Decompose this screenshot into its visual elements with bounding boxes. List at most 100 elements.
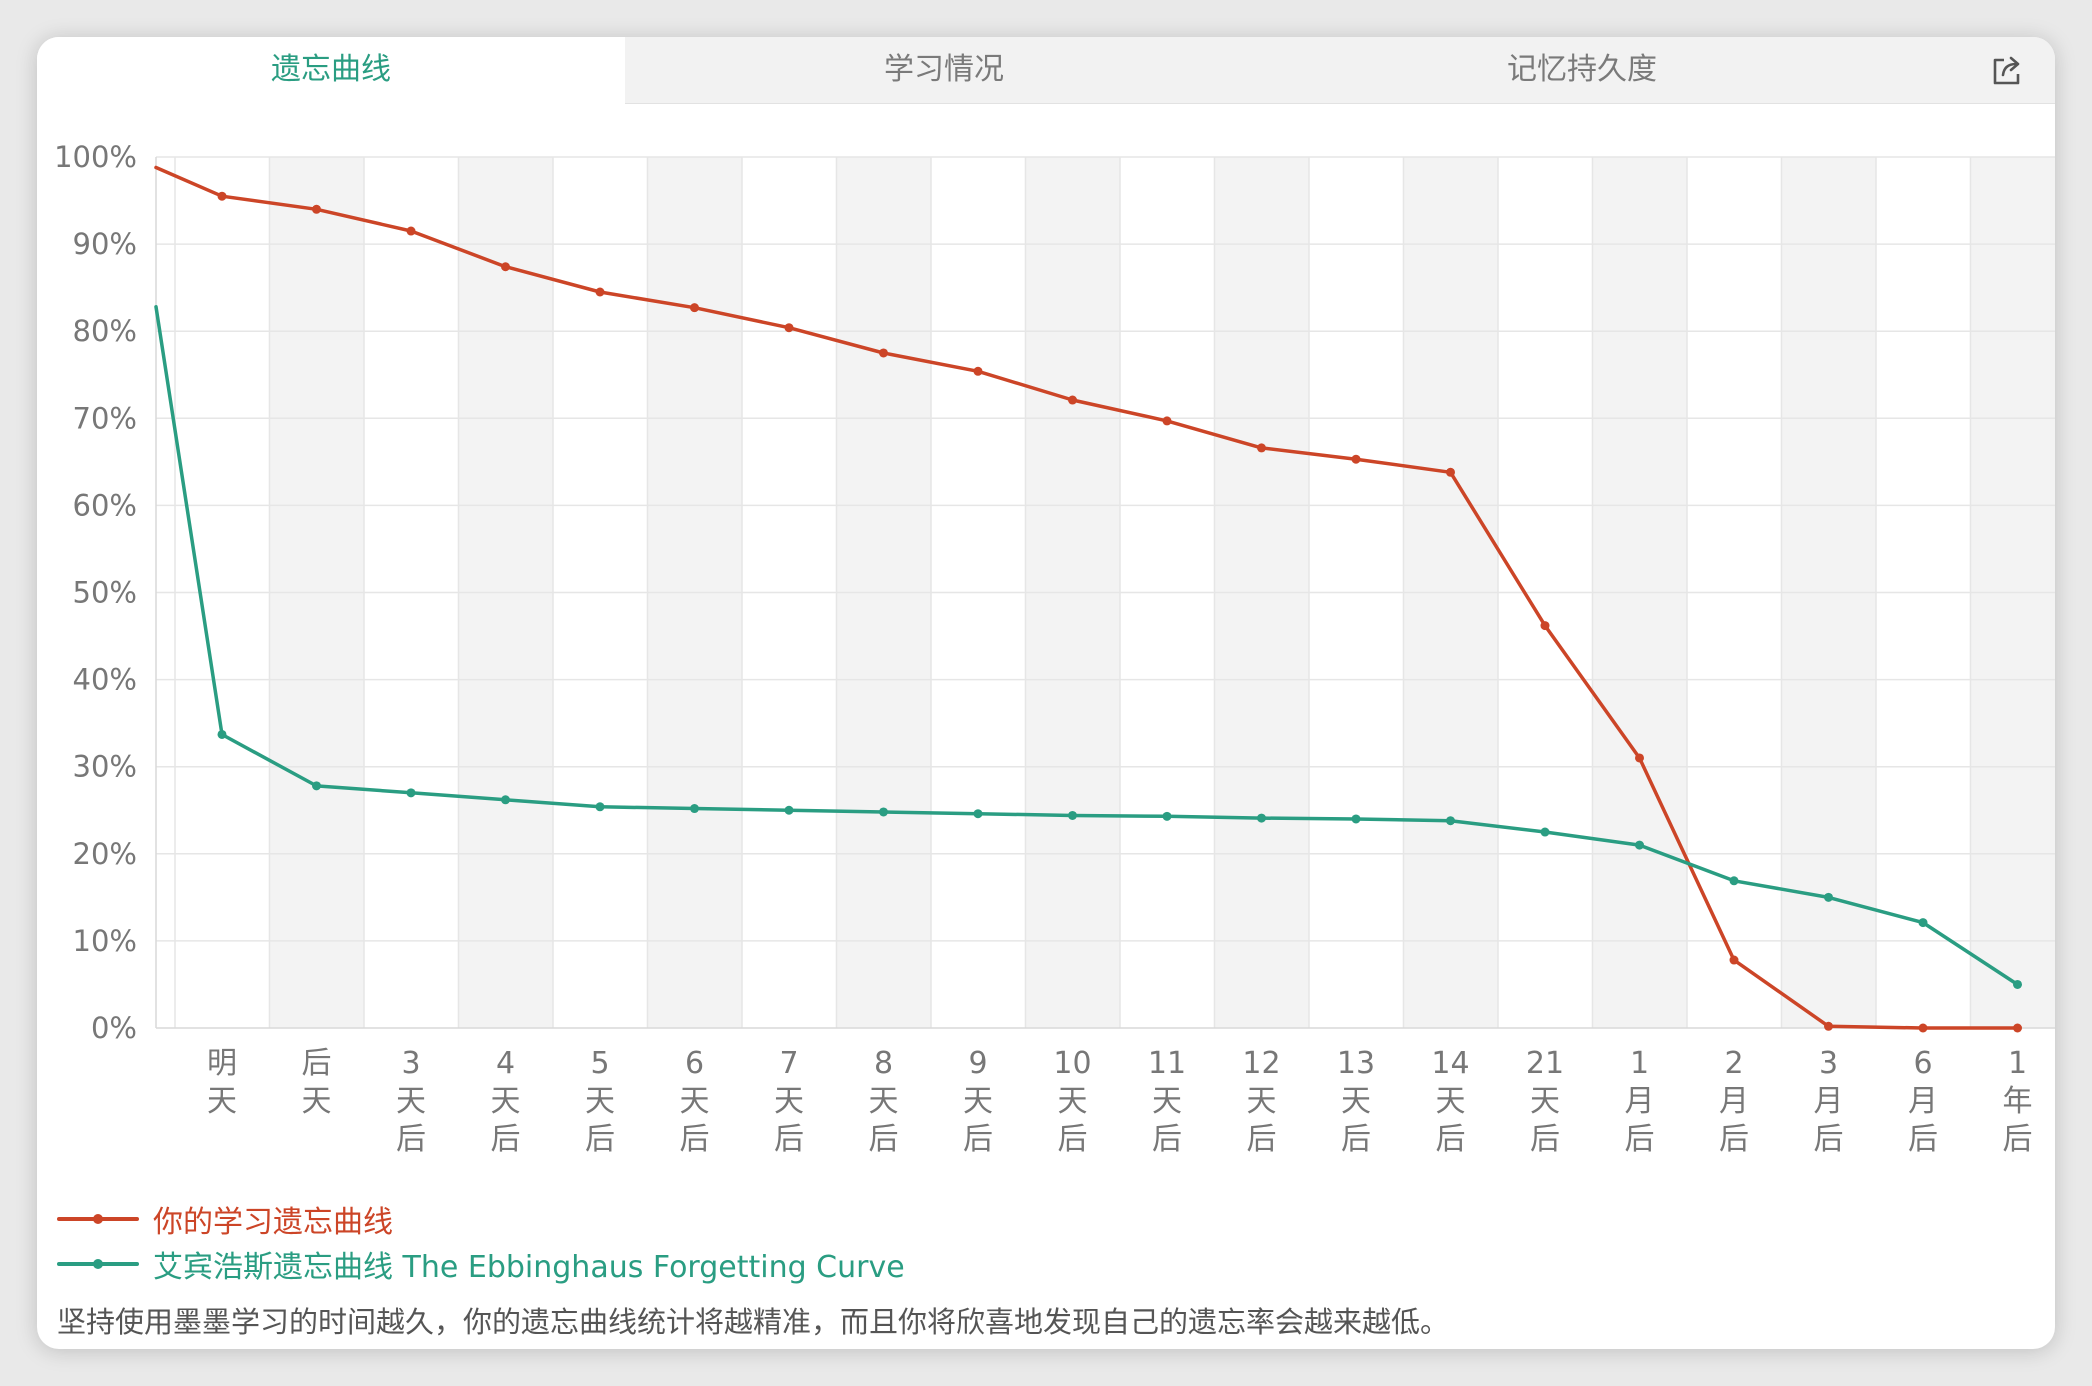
tab-memory-durability[interactable]: 记忆持久度 (1507, 52, 1657, 87)
x-tick-label: 21 (1526, 1046, 1564, 1081)
data-point-user (1446, 467, 1455, 477)
x-tick-label: 后 (869, 1122, 899, 1157)
y-tick-label: 60% (73, 488, 137, 522)
legend-item-ebbinghaus: 艾宾浩斯遗忘曲线 The Ebbinghaus Forgetting Curve (57, 1244, 905, 1285)
tab-forgetting-curve[interactable]: 遗忘曲线 (37, 37, 625, 104)
y-tick-label: 100% (54, 140, 137, 174)
x-tick-label: 后 (585, 1122, 615, 1157)
legend-swatch-ebbinghaus (57, 1244, 139, 1284)
x-tick-label: 3 (401, 1046, 420, 1081)
share-export-icon[interactable] (1989, 53, 2025, 89)
data-point-ebbinghaus (690, 804, 699, 814)
data-point-user (1635, 753, 1644, 763)
data-point-ebbinghaus (1918, 918, 1928, 928)
x-tick-label: 后 (1908, 1122, 1938, 1157)
data-point-user (501, 262, 510, 272)
x-tick-label: 后 (1152, 1122, 1182, 1157)
x-tick-label: 5 (590, 1046, 609, 1081)
data-point-ebbinghaus (1162, 811, 1172, 821)
x-tick-label: 后 (491, 1122, 521, 1157)
x-tick-label: 1 (2008, 1046, 2027, 1081)
x-tick-label: 后 (2003, 1122, 2033, 1157)
x-tick-label: 12 (1242, 1046, 1280, 1081)
data-point-user (217, 191, 227, 201)
x-tick-label: 天 (963, 1084, 993, 1119)
x-tick-label: 后 (680, 1122, 710, 1157)
data-point-ebbinghaus (595, 802, 605, 812)
y-tick-label: 80% (73, 314, 137, 348)
x-tick-label: 后 (396, 1122, 426, 1157)
x-tick-label: 明 (207, 1046, 237, 1081)
x-tick-label: 6 (685, 1046, 704, 1081)
x-tick-label: 后 (1625, 1122, 1655, 1157)
data-point-ebbinghaus (2013, 979, 2022, 989)
x-tick-label: 后 (774, 1122, 804, 1157)
x-tick-label: 天 (585, 1084, 615, 1119)
y-tick-label: 20% (73, 837, 137, 871)
x-tick-label: 10 (1053, 1046, 1091, 1081)
forgetting-curve-chart: 100%90%80%70%60%50%40%30%20%10%0%明天后天3天后… (54, 140, 2055, 1157)
y-tick-label: 30% (73, 750, 137, 784)
data-point-user (595, 287, 605, 297)
x-tick-label: 2 (1724, 1046, 1743, 1081)
data-point-user (1162, 416, 1172, 426)
tab-study-status[interactable]: 学习情况 (884, 52, 1004, 87)
x-tick-label: 天 (680, 1084, 710, 1119)
legend-label-user: 你的学习遗忘曲线 (153, 1205, 393, 1240)
data-point-user (973, 366, 983, 376)
x-tick-label: 9 (968, 1046, 987, 1081)
x-tick-label: 1 (1630, 1046, 1649, 1081)
data-point-user (879, 348, 888, 358)
x-tick-label: 天 (774, 1084, 804, 1119)
x-tick-label: 天 (396, 1084, 426, 1119)
x-tick-label: 天 (1530, 1084, 1560, 1119)
data-point-user (1729, 955, 1739, 965)
tab-bar: 遗忘曲线 学习情况 记忆持久度 (37, 37, 2055, 104)
x-tick-label: 后 (1814, 1122, 1844, 1157)
legend-item-user: 你的学习遗忘曲线 (57, 1199, 393, 1240)
data-point-ebbinghaus (1068, 810, 1077, 820)
data-point-ebbinghaus (312, 781, 321, 791)
data-point-user (1257, 443, 1266, 453)
x-tick-label: 天 (302, 1084, 332, 1119)
data-point-ebbinghaus (406, 788, 416, 798)
x-tick-label: 后 (1341, 1122, 1371, 1157)
x-tick-label: 后 (1247, 1122, 1277, 1157)
x-tick-label: 11 (1148, 1046, 1186, 1081)
footnote-text: 坚持使用墨墨学习的时间越久，你的遗忘曲线统计将越精准，而且你将欣喜地发现自己的遗… (57, 1305, 1450, 1339)
data-point-user (690, 303, 699, 313)
data-point-ebbinghaus (217, 729, 227, 739)
x-tick-label: 后 (1719, 1122, 1749, 1157)
data-point-ebbinghaus (1351, 814, 1361, 824)
data-point-user (312, 204, 321, 214)
x-tick-label: 天 (1341, 1084, 1371, 1119)
data-point-user (1351, 454, 1361, 464)
x-tick-label: 天 (491, 1084, 521, 1119)
data-point-ebbinghaus (973, 809, 983, 819)
data-point-ebbinghaus (1824, 892, 1833, 902)
legend-swatch-user (57, 1199, 139, 1239)
x-tick-label: 天 (1436, 1084, 1466, 1119)
x-tick-label: 月 (1625, 1084, 1655, 1119)
data-point-ebbinghaus (784, 805, 794, 815)
x-tick-label: 年 (2003, 1084, 2033, 1119)
x-tick-label: 后 (1058, 1122, 1088, 1157)
data-point-ebbinghaus (1635, 840, 1644, 850)
data-point-ebbinghaus (1446, 816, 1455, 826)
y-tick-label: 40% (73, 663, 137, 697)
data-point-user (406, 226, 416, 236)
y-tick-label: 90% (73, 227, 137, 261)
x-tick-label: 后 (1530, 1122, 1560, 1157)
data-point-user (1918, 1023, 1928, 1033)
x-tick-label: 6 (1913, 1046, 1932, 1081)
x-tick-label: 7 (779, 1046, 798, 1081)
data-point-ebbinghaus (501, 795, 510, 805)
x-tick-label: 天 (869, 1084, 899, 1119)
x-tick-label: 天 (1058, 1084, 1088, 1119)
data-point-user (1824, 1021, 1833, 1031)
x-tick-label: 月 (1814, 1084, 1844, 1119)
data-point-ebbinghaus (1257, 813, 1266, 823)
data-point-ebbinghaus (1729, 876, 1739, 886)
y-tick-label: 70% (73, 401, 137, 435)
y-tick-label: 0% (91, 1011, 137, 1045)
